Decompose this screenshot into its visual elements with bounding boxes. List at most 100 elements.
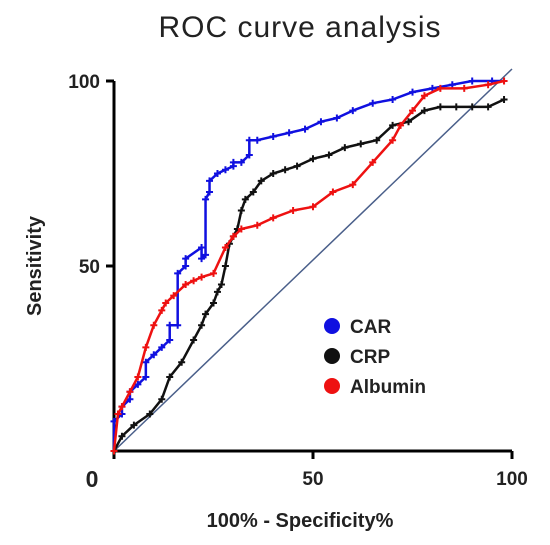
data-point-car [409, 88, 416, 96]
data-point-albumin [420, 92, 428, 100]
data-point-albumin [162, 299, 170, 307]
data-point-crp [341, 144, 349, 152]
data-point-car [253, 136, 261, 144]
data-point-crp [293, 162, 301, 170]
data-point-albumin [110, 447, 118, 455]
data-point-albumin [221, 244, 229, 251]
data-point-car [166, 336, 174, 344]
data-point-crp [420, 107, 428, 115]
data-point-crp [221, 262, 229, 270]
data-point-car [389, 96, 397, 103]
data-point-albumin [500, 77, 508, 85]
data-point-car [468, 77, 476, 85]
data-point-car [213, 170, 221, 177]
legend-label-crp: CRP [350, 347, 390, 368]
series-line-crp [112, 98, 505, 452]
data-point-car [221, 166, 229, 174]
legend-marker-crp [324, 348, 340, 364]
data-point-albumin [190, 277, 198, 285]
data-point-car [269, 133, 277, 140]
data-point-crp [166, 373, 174, 381]
y-tick-label: 50 [79, 257, 100, 278]
data-point-car [142, 373, 150, 381]
data-point-crp [146, 410, 154, 418]
data-point-crp [389, 121, 397, 129]
data-point-car [229, 158, 237, 166]
data-point-crp [436, 103, 444, 111]
data-point-albumin [114, 410, 122, 418]
data-point-crp [190, 336, 198, 344]
data-point-albumin [229, 232, 237, 240]
data-point-albumin [182, 281, 190, 288]
data-point-albumin [198, 273, 206, 281]
data-point-crp [468, 103, 476, 111]
data-point-albumin [210, 269, 217, 277]
data-point-car [349, 107, 357, 115]
data-point-car [174, 321, 182, 329]
data-point-crp [405, 118, 413, 126]
data-point-car [317, 118, 325, 126]
reference-diagonal-line [113, 68, 513, 452]
data-point-albumin [269, 214, 277, 222]
data-point-car [202, 195, 210, 203]
data-point-albumin [460, 84, 468, 92]
data-point-crp [309, 155, 317, 163]
data-point-car [182, 255, 190, 263]
data-point-crp [500, 96, 508, 103]
data-point-albumin [409, 107, 416, 115]
data-point-crp [118, 432, 126, 440]
data-point-car [174, 269, 182, 277]
data-point-albumin [484, 81, 492, 89]
data-point-albumin [289, 207, 297, 214]
data-point-car [206, 177, 214, 185]
data-point-crp [210, 299, 217, 307]
data-point-crp [357, 140, 365, 148]
data-point-crp [217, 281, 225, 288]
data-point-car [134, 380, 142, 388]
data-point-car [166, 321, 174, 329]
data-point-crp [325, 151, 333, 159]
data-point-albumin [142, 343, 150, 351]
data-point-crp [130, 421, 138, 429]
y-tick-label: 100 [68, 72, 100, 93]
data-point-crp [213, 288, 221, 296]
data-point-crp [202, 310, 210, 318]
data-point-crp [484, 103, 492, 111]
data-point-crp [198, 321, 206, 329]
data-point-crp [269, 170, 277, 177]
data-point-albumin [237, 225, 245, 233]
data-point-albumin [118, 403, 126, 411]
data-point-crp [178, 358, 186, 366]
data-point-car [142, 358, 150, 366]
data-point-albumin [389, 136, 397, 144]
series-line-albumin [112, 79, 505, 452]
data-point-albumin [170, 292, 178, 300]
data-point-crp [158, 395, 166, 403]
x-tick-label: 50 [302, 469, 323, 490]
data-point-car [202, 251, 210, 259]
x-tick-label: 0 [86, 466, 99, 492]
data-point-car [245, 136, 253, 144]
data-point-albumin [158, 306, 166, 314]
data-point-car [126, 395, 134, 403]
data-point-crp [452, 103, 460, 111]
legend-marker-car [324, 318, 340, 334]
legend-label-albumin: Albumin [350, 377, 426, 398]
data-point-car [198, 244, 206, 251]
y-axis-title: Sensitivity [24, 215, 46, 316]
legend-marker-albumin [324, 378, 340, 394]
data-point-crp [249, 188, 257, 196]
data-point-car [237, 158, 245, 166]
data-point-albumin [397, 121, 405, 129]
data-point-albumin [134, 373, 142, 381]
data-point-car [198, 255, 206, 263]
data-point-crp [373, 136, 381, 144]
legend-label-car: CAR [350, 317, 391, 338]
data-point-albumin [369, 158, 377, 166]
data-point-albumin [253, 221, 261, 229]
data-point-car [333, 114, 341, 122]
data-point-crp [257, 177, 265, 185]
data-point-car [150, 351, 158, 359]
data-point-crp [281, 166, 289, 174]
x-tick-label: 100 [496, 469, 528, 490]
